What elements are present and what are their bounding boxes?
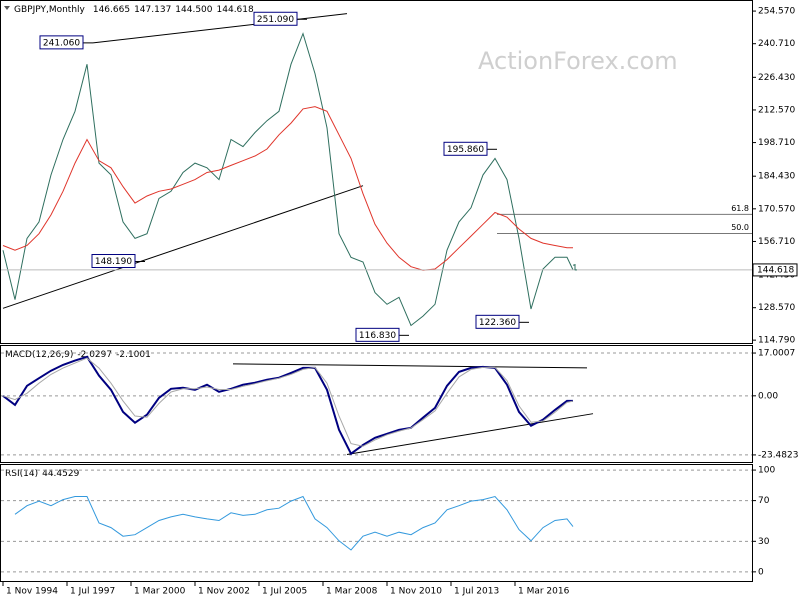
current-price-label: 144.618 — [757, 265, 794, 275]
trendline — [232, 363, 588, 369]
macd-panel — [0, 345, 753, 463]
annotation-box — [253, 11, 298, 26]
y-tick-label: -23.4823 — [758, 450, 798, 460]
y-tick-label: 212.570 — [758, 105, 795, 115]
annotation-label: 251.090 — [257, 15, 294, 25]
annotation-box — [91, 254, 136, 269]
rsi-panel — [0, 464, 753, 582]
rsi-title: RSI(14) — [5, 469, 38, 479]
y-tick-label: 0.00 — [758, 391, 778, 401]
annotation-box — [475, 314, 520, 329]
annotation-label: 241.060 — [43, 38, 80, 48]
open-label: 146.665 — [93, 5, 130, 15]
symbol-icon — [4, 6, 10, 10]
x-tick-label: 1 Mar 2016 — [518, 587, 570, 597]
fib-label: 61.8 — [731, 204, 749, 213]
annotation-label: 116.830 — [359, 331, 396, 341]
rsi-value: 44.4529 — [42, 469, 79, 479]
series-line — [2, 357, 574, 447]
trendline — [346, 413, 594, 455]
annotation-label: 148.190 — [95, 257, 132, 267]
series-line — [2, 106, 573, 271]
series-line — [14, 495, 574, 551]
x-tick-label: 1 Mar 2000 — [134, 587, 186, 597]
x-tick-label: 1 Jul 2013 — [454, 587, 499, 597]
y-tick-label: 70 — [758, 496, 770, 506]
y-tick-label: 128.570 — [758, 303, 795, 313]
y-tick-label: 184.430 — [758, 172, 795, 182]
symbol-title: GBPJPY,Monthly — [14, 5, 86, 15]
macd-title: MACD(12,26,9) — [5, 350, 73, 360]
macd-header: MACD(12,26,9) -2.0297 -2.1001 — [5, 350, 151, 360]
x-tick-label: 1 Nov 2002 — [198, 587, 250, 597]
y-tick-label: 198.710 — [758, 138, 795, 148]
rsi-header: RSI(14) 44.4529 — [5, 469, 80, 479]
y-tick-label: 100 — [758, 466, 775, 476]
y-tick-label: 240.710 — [758, 39, 795, 49]
y-tick-label: 17.0007 — [758, 349, 795, 359]
macd-value: -2.0297 — [77, 350, 112, 360]
y-tick-label: 30 — [758, 537, 770, 547]
x-tick-label: 1 Jul 1997 — [70, 587, 115, 597]
annotation-box — [443, 141, 488, 156]
signal-value: -2.1001 — [116, 350, 151, 360]
annotation-box — [39, 35, 84, 50]
y-tick-label: 114.790 — [758, 336, 795, 346]
watermark: ActionForex.com — [478, 47, 678, 75]
price-header: GBPJPY,Monthly 146.665 147.137 144.500 144.6… — [14, 5, 254, 15]
price-panel — [0, 0, 753, 344]
trendline — [2, 185, 364, 309]
x-tick-label: 1 Nov 2010 — [390, 587, 442, 597]
close-label: 144.618 — [217, 5, 254, 15]
y-tick-label: 170.570 — [758, 204, 795, 214]
x-tick-label: 1 Jul 2005 — [262, 587, 307, 597]
trendline — [92, 13, 348, 44]
x-tick-label: 1 Mar 2008 — [326, 587, 378, 597]
high-label: 147.137 — [134, 5, 171, 15]
y-tick-label: 226.430 — [758, 73, 795, 83]
annotation-box — [355, 327, 400, 342]
series-line — [2, 32, 574, 327]
annotation-label: 195.860 — [447, 145, 484, 155]
y-tick-label: 254.570 — [758, 7, 795, 17]
y-tick-label: 0 — [758, 567, 764, 577]
low-label: 144.500 — [175, 5, 212, 15]
y-tick-label: 156.710 — [758, 237, 795, 247]
fib-label: 50.0 — [731, 223, 749, 232]
current-price-box — [752, 263, 798, 277]
annotation-label: 122.360 — [479, 318, 516, 328]
x-tick-label: 1 Nov 1994 — [6, 587, 58, 597]
